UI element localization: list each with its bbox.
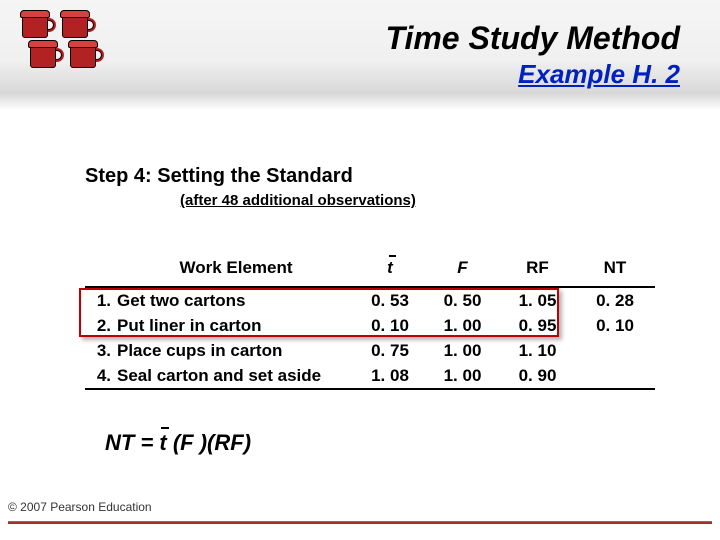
row-work: Put liner in carton bbox=[117, 316, 355, 336]
table-header-row: Work Element t F RF NT bbox=[85, 250, 655, 286]
copyright: © 2007 Pearson Education bbox=[8, 500, 152, 514]
row-num: 2. bbox=[85, 316, 117, 336]
row-rf: 0. 90 bbox=[500, 366, 575, 386]
row-rf: 0. 95 bbox=[500, 316, 575, 336]
step-subheading: (after 48 additional observations) bbox=[180, 192, 416, 209]
row-f: 0. 50 bbox=[425, 291, 500, 311]
row-t: 0. 75 bbox=[355, 341, 425, 361]
formula: NT = t (F )(RF) bbox=[105, 430, 251, 456]
row-num: 1. bbox=[85, 291, 117, 311]
table-row: 3. Place cups in carton 0. 75 1. 00 1. 1… bbox=[85, 338, 655, 363]
col-work-header: Work Element bbox=[117, 258, 355, 278]
row-work: Place cups in carton bbox=[117, 341, 355, 361]
row-t: 0. 10 bbox=[355, 316, 425, 336]
slide-title: Time Study Method Example H. 2 bbox=[385, 20, 680, 90]
formula-lhs: NT = bbox=[105, 430, 159, 455]
row-f: 1. 00 bbox=[425, 341, 500, 361]
row-rf: 1. 10 bbox=[500, 341, 575, 361]
row-nt: 0. 10 bbox=[575, 316, 655, 336]
row-t: 1. 08 bbox=[355, 366, 425, 386]
row-nt: 0. 28 bbox=[575, 291, 655, 311]
row-f: 1. 00 bbox=[425, 316, 500, 336]
table-row: 4. Seal carton and set aside 1. 08 1. 00… bbox=[85, 363, 655, 388]
formula-tbar: t bbox=[159, 430, 166, 456]
row-work: Get two cartons bbox=[117, 291, 355, 311]
title-main: Time Study Method bbox=[385, 20, 680, 57]
table-rule-bottom bbox=[85, 388, 655, 390]
row-num: 4. bbox=[85, 366, 117, 386]
formula-rhs: (F )(RF) bbox=[167, 430, 251, 455]
cups-icon bbox=[18, 10, 118, 84]
table-row: 2. Put liner in carton 0. 10 1. 00 0. 95… bbox=[85, 313, 655, 338]
table-row: 1. Get two cartons 0. 53 0. 50 1. 05 0. … bbox=[85, 288, 655, 313]
col-f-header: F bbox=[425, 258, 500, 278]
data-table: Work Element t F RF NT 1. Get two carton… bbox=[85, 250, 655, 390]
col-t-header: t bbox=[355, 258, 425, 278]
row-rf: 1. 05 bbox=[500, 291, 575, 311]
col-rf-header: RF bbox=[500, 258, 575, 278]
step-heading: Step 4: Setting the Standard bbox=[85, 165, 353, 188]
col-nt-header: NT bbox=[575, 258, 655, 278]
title-example: Example H. 2 bbox=[385, 59, 680, 90]
row-num: 3. bbox=[85, 341, 117, 361]
row-work: Seal carton and set aside bbox=[117, 366, 355, 386]
row-f: 1. 00 bbox=[425, 366, 500, 386]
footer-rule bbox=[8, 521, 712, 524]
row-t: 0. 53 bbox=[355, 291, 425, 311]
